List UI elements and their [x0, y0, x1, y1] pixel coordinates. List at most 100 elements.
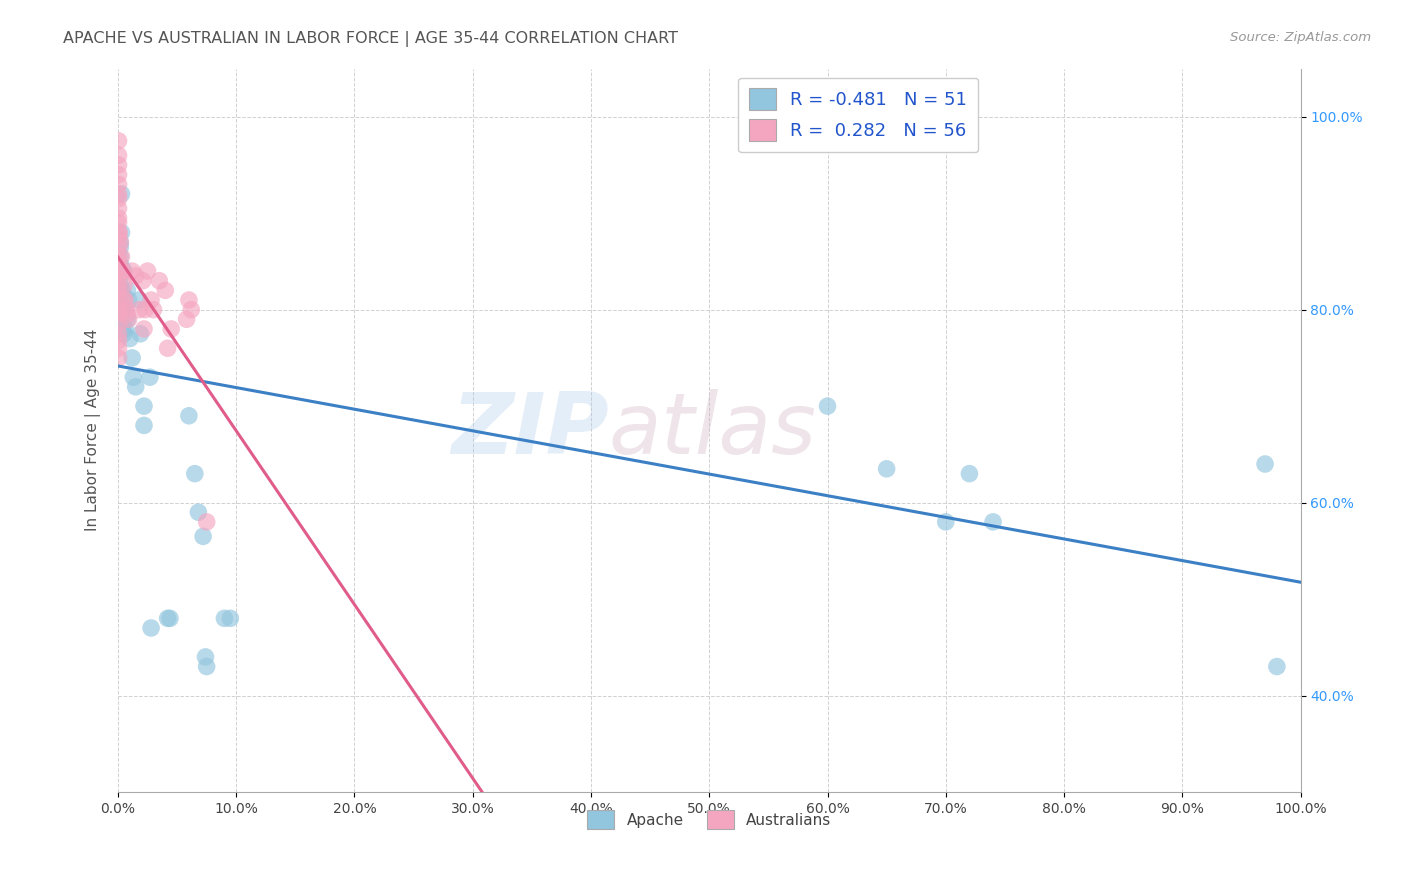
Point: [184, 467, 207, 481]
Point: [115, 302, 138, 317]
Point: [107, 178, 129, 192]
Point: [107, 211, 129, 225]
Text: Source: ZipAtlas.com: Source: ZipAtlas.com: [1230, 31, 1371, 45]
Legend: Apache, Australians: Apache, Australians: [581, 804, 838, 835]
Point: [128, 302, 150, 317]
Point: [117, 312, 139, 326]
Point: [117, 293, 139, 307]
Point: [107, 192, 129, 206]
Point: [107, 250, 129, 264]
Point: [139, 370, 162, 384]
Point: [112, 326, 135, 341]
Point: [129, 326, 152, 341]
Point: [117, 284, 139, 298]
Point: [156, 611, 179, 625]
Point: [136, 264, 159, 278]
Point: [195, 659, 218, 673]
Point: [107, 148, 129, 162]
Point: [112, 264, 135, 278]
Point: [957, 467, 980, 481]
Point: [107, 240, 129, 254]
Point: [195, 515, 218, 529]
Point: [107, 254, 129, 268]
Point: [110, 268, 132, 283]
Point: [1265, 659, 1288, 673]
Point: [112, 288, 135, 302]
Point: [107, 134, 129, 148]
Point: [107, 308, 129, 322]
Point: [128, 293, 150, 307]
Point: [110, 278, 132, 293]
Point: [935, 515, 957, 529]
Point: [107, 293, 129, 307]
Point: [214, 611, 236, 625]
Point: [108, 226, 131, 240]
Point: [107, 284, 129, 298]
Text: ZIP: ZIP: [451, 389, 609, 472]
Point: [107, 268, 129, 283]
Point: [111, 302, 134, 317]
Point: [132, 399, 155, 413]
Point: [132, 274, 155, 288]
Point: [107, 278, 129, 293]
Point: [142, 302, 165, 317]
Point: [107, 326, 129, 341]
Point: [177, 293, 200, 307]
Point: [107, 334, 129, 348]
Point: [817, 399, 839, 413]
Point: [981, 515, 1004, 529]
Point: [110, 235, 132, 249]
Point: [110, 284, 132, 298]
Text: atlas: atlas: [609, 389, 817, 472]
Point: [148, 274, 170, 288]
Point: [112, 278, 135, 293]
Point: [132, 322, 155, 336]
Point: [108, 259, 131, 273]
Point: [107, 317, 129, 331]
Point: [114, 322, 136, 336]
Point: [107, 216, 129, 230]
Point: [110, 302, 132, 317]
Point: [110, 235, 132, 249]
Point: [110, 250, 132, 264]
Point: [191, 529, 214, 543]
Point: [219, 611, 242, 625]
Point: [114, 302, 136, 317]
Point: [155, 284, 177, 298]
Point: [132, 418, 155, 433]
Point: [876, 462, 898, 476]
Point: [110, 259, 132, 273]
Point: [110, 259, 132, 273]
Point: [111, 322, 134, 336]
Point: [177, 409, 200, 423]
Point: [112, 293, 135, 307]
Point: [118, 332, 141, 346]
Point: [156, 341, 179, 355]
Point: [110, 264, 132, 278]
Point: [107, 158, 129, 172]
Point: [187, 505, 209, 519]
Point: [176, 312, 198, 326]
Point: [139, 293, 162, 307]
Point: [194, 649, 217, 664]
Point: [107, 202, 129, 216]
Point: [125, 380, 148, 394]
Point: [160, 322, 183, 336]
Point: [107, 302, 129, 317]
Point: [1254, 457, 1277, 471]
Point: [107, 226, 129, 240]
Point: [110, 250, 132, 264]
Point: [180, 302, 202, 317]
Y-axis label: In Labor Force | Age 35-44: In Labor Force | Age 35-44: [86, 329, 101, 532]
Point: [111, 264, 134, 278]
Point: [121, 264, 143, 278]
Point: [117, 308, 139, 322]
Point: [107, 264, 129, 278]
Text: APACHE VS AUSTRALIAN IN LABOR FORCE | AGE 35-44 CORRELATION CHART: APACHE VS AUSTRALIAN IN LABOR FORCE | AG…: [63, 31, 678, 47]
Point: [110, 240, 132, 254]
Point: [122, 370, 145, 384]
Point: [125, 268, 148, 283]
Point: [139, 621, 162, 635]
Point: [121, 351, 143, 365]
Point: [134, 302, 156, 317]
